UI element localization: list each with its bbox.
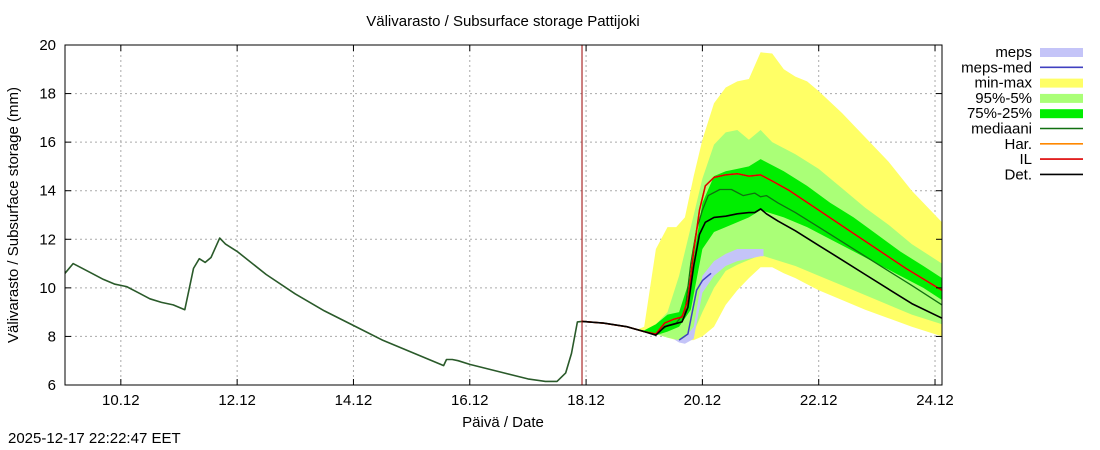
legend-label: mediaani bbox=[971, 121, 1032, 138]
y-tick-label: 20 bbox=[39, 37, 56, 54]
legend-label: Har. bbox=[1004, 136, 1032, 153]
plot-frame bbox=[64, 44, 943, 386]
legend-label: IL bbox=[1019, 151, 1032, 168]
y-tick-label: 16 bbox=[39, 134, 56, 151]
x-axis-label: Päivä / Date bbox=[462, 414, 544, 431]
x-tick-label: 18.12 bbox=[567, 392, 605, 409]
legend-label: min-max bbox=[974, 75, 1032, 92]
y-tick-label: 10 bbox=[39, 280, 56, 297]
x-tick-label: 16.12 bbox=[451, 392, 489, 409]
chart-title: Välivarasto / Subsurface storage Pattijo… bbox=[366, 13, 639, 30]
line-observed bbox=[64, 237, 583, 383]
band-75-25 bbox=[582, 159, 942, 336]
legend-swatch bbox=[1040, 78, 1083, 88]
lines bbox=[64, 45, 943, 385]
x-tick-label: 22.12 bbox=[800, 392, 838, 409]
band-meps bbox=[673, 249, 764, 344]
legend: mepsmeps-medmin-max95%-5%75%-25%mediaani… bbox=[961, 44, 1083, 183]
legend-label: Det. bbox=[1004, 166, 1032, 183]
timestamp: 2025-12-17 22:22:47 EET bbox=[8, 430, 181, 447]
y-tick-label: 12 bbox=[39, 231, 56, 248]
legend-label: 95%-5% bbox=[975, 90, 1032, 107]
legend-label: meps-med bbox=[961, 59, 1032, 76]
legend-swatch bbox=[1040, 93, 1083, 103]
x-tick-label: 14.12 bbox=[335, 392, 373, 409]
x-tick-label: 10.12 bbox=[102, 392, 140, 409]
legend-label: meps bbox=[995, 44, 1032, 61]
y-tick-label: 6 bbox=[48, 377, 56, 394]
legend-label: 75%-25% bbox=[967, 105, 1032, 122]
band-95-5 bbox=[582, 130, 942, 341]
line-il bbox=[581, 172, 943, 335]
x-tick-label: 12.12 bbox=[218, 392, 256, 409]
y-tick-label: 18 bbox=[39, 86, 56, 103]
y-tick-label: 14 bbox=[39, 183, 56, 200]
y-tick-label: 8 bbox=[48, 328, 56, 345]
x-tick-label: 20.12 bbox=[684, 392, 722, 409]
x-tick-label: 24.12 bbox=[916, 392, 954, 409]
line-meps-med bbox=[678, 272, 712, 341]
legend-swatch bbox=[1040, 48, 1083, 57]
y-axis-label: Välivarasto / Subsurface storage (mm) bbox=[5, 87, 22, 343]
axis-ticks: 6 8 10 12 14 16 18 20 10.12 12.12 14.12 16.12 18.12 2… bbox=[39, 37, 953, 409]
bands bbox=[582, 52, 942, 344]
legend-swatch bbox=[1040, 109, 1083, 119]
line-det bbox=[581, 208, 943, 337]
